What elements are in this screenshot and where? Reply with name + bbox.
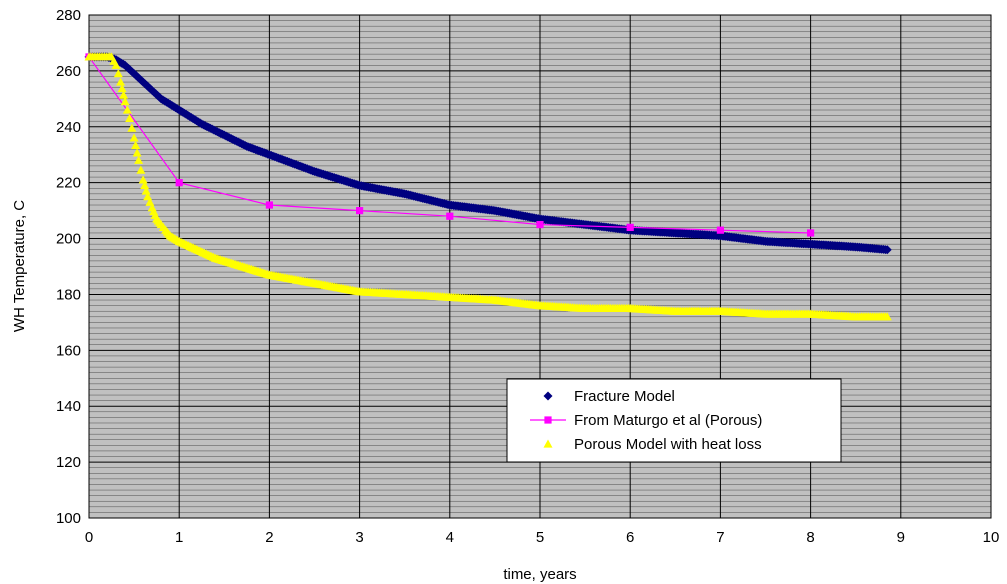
data-point <box>129 133 139 142</box>
legend: Fracture Model From Maturgo et al (Porou… <box>506 378 842 463</box>
data-point <box>111 60 121 69</box>
x-tick-label: 0 <box>85 529 93 546</box>
data-point <box>716 226 724 234</box>
legend-marker <box>543 391 553 401</box>
y-tick-label: 240 <box>56 119 81 136</box>
data-point <box>134 155 144 164</box>
y-axis-title: WH Temperature, C <box>11 200 28 332</box>
y-tick-label: 180 <box>56 286 81 303</box>
x-tick-label: 8 <box>806 529 814 546</box>
x-tick-label: 3 <box>355 529 363 546</box>
data-point <box>131 140 141 150</box>
y-tick-label: 160 <box>56 342 81 359</box>
y-tick-label: 140 <box>56 398 81 415</box>
legend-marks <box>530 391 566 448</box>
y-tick-labels: 100 120 140 160 180 200 220 240 260 280 <box>56 7 81 527</box>
data-point <box>125 113 135 122</box>
data-point <box>265 201 273 209</box>
data-point <box>117 84 127 93</box>
data-point <box>140 180 150 190</box>
legend-marker <box>544 416 552 424</box>
data-point <box>136 165 146 174</box>
data-point <box>132 148 142 157</box>
data-point <box>141 186 151 195</box>
data-point <box>882 312 892 321</box>
y-tick-label: 200 <box>56 231 81 248</box>
y-tick-label: 100 <box>56 510 81 527</box>
x-tick-label: 1 <box>175 529 183 546</box>
data-point <box>127 123 137 132</box>
data-point <box>116 77 126 86</box>
x-tick-label: 10 <box>983 529 1000 546</box>
x-tick-label: 4 <box>446 529 454 546</box>
x-axis-title: time, years <box>503 566 576 583</box>
y-tick-label: 120 <box>56 454 81 471</box>
y-tick-label: 280 <box>56 7 81 24</box>
series-triangle <box>84 52 892 321</box>
x-tick-label: 6 <box>626 529 634 546</box>
data-point <box>122 105 132 114</box>
x-tick-label: 7 <box>716 529 724 546</box>
data-point <box>138 175 148 184</box>
legend-marker <box>543 439 553 448</box>
x-tick-label: 5 <box>536 529 544 546</box>
y-tick-label: 260 <box>56 63 81 80</box>
data-point <box>446 212 454 220</box>
data-point <box>119 90 129 99</box>
x-tick-labels: 0 1 2 3 4 5 6 7 8 9 10 <box>85 529 1000 546</box>
data-point <box>175 179 183 187</box>
data-point <box>356 207 364 215</box>
legend-label-porous-heat-loss: Porous Model with heat loss <box>574 436 762 453</box>
x-tick-label: 2 <box>265 529 273 546</box>
data-point <box>882 245 892 255</box>
legend-label-maturgo-porous: From Maturgo et al (Porous) <box>574 412 762 429</box>
legend-label-fracture-model: Fracture Model <box>574 388 675 405</box>
x-tick-label: 9 <box>897 529 905 546</box>
plot-border <box>88 14 992 519</box>
data-point <box>113 69 123 78</box>
data-point <box>120 97 130 106</box>
data-point <box>536 220 544 229</box>
y-tick-label: 220 <box>56 175 81 192</box>
data-point <box>626 223 634 231</box>
data-point <box>807 229 815 237</box>
series-layer <box>84 52 892 321</box>
